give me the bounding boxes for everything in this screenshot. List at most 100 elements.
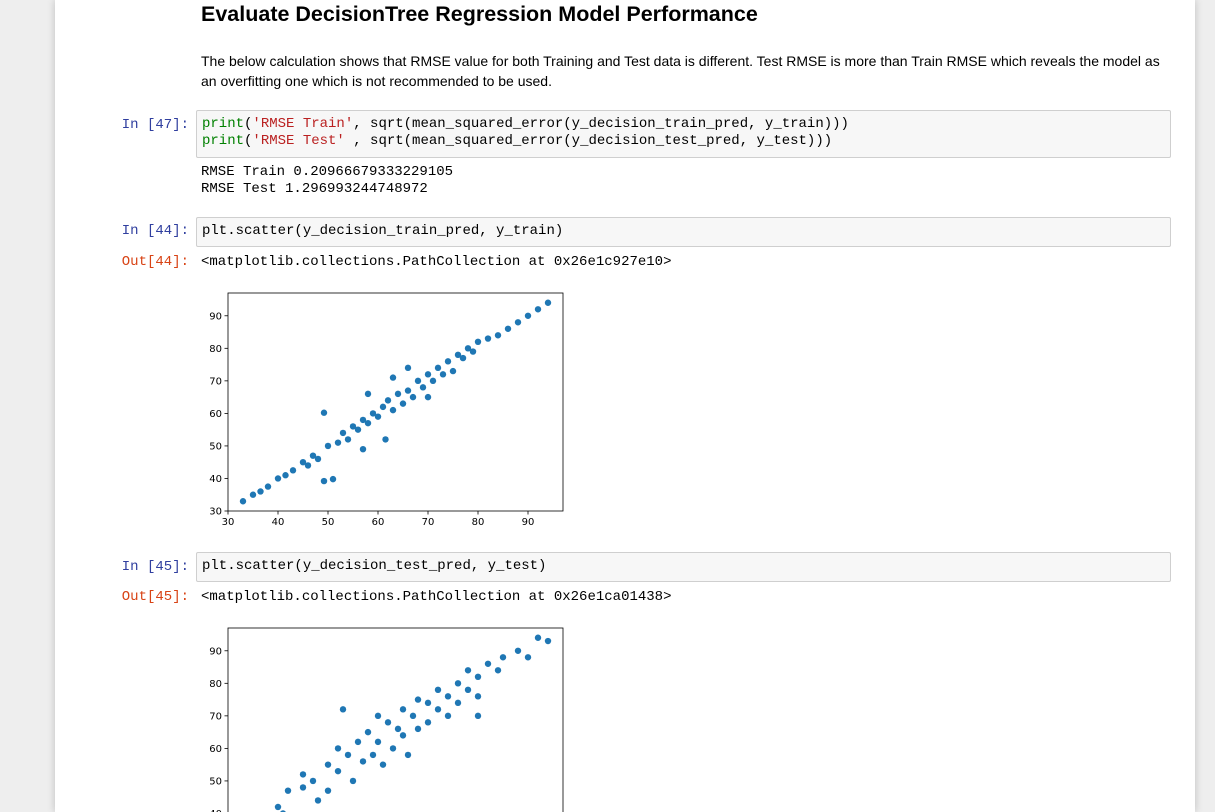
point (444, 712, 452, 720)
code: plt.scatter(y_decision_train_pred, y_tra… (202, 223, 564, 239)
point (414, 696, 422, 703)
point (534, 306, 542, 313)
point (474, 338, 482, 346)
point (394, 390, 402, 398)
point (404, 751, 412, 759)
heading: Evaluate DecisionTree Regression Model P… (201, 2, 758, 26)
y-tick-label: 40 (209, 809, 222, 812)
point (464, 345, 472, 352)
point (524, 312, 532, 319)
point (524, 654, 532, 661)
point (379, 761, 387, 768)
x-tick-label: 60 (372, 517, 385, 528)
point (359, 416, 367, 424)
point (339, 706, 347, 713)
point (514, 647, 522, 654)
point (544, 299, 552, 306)
code: ( (244, 116, 253, 132)
point (309, 777, 317, 785)
code-cell[interactable]: plt.scatter(y_decision_test_pred, y_test… (196, 552, 1171, 582)
string: 'RMSE Train' (252, 116, 354, 132)
point (429, 377, 437, 385)
point (414, 725, 422, 733)
point (444, 693, 452, 700)
point (314, 455, 322, 463)
in-prompt: In [44]: (121, 223, 189, 239)
y-tick-label: 30 (209, 507, 222, 518)
scatter-chart: 40 50 60 70 80 90 (209, 627, 564, 812)
scatter-chart: 30 40 50 60 70 80 90 30 40 50 60 70 80 90 (209, 292, 564, 528)
point (484, 335, 492, 342)
plot-frame (227, 627, 564, 812)
point (299, 784, 307, 791)
point (320, 477, 328, 485)
point (439, 371, 447, 378)
point (239, 498, 247, 505)
point (464, 667, 472, 674)
in-prompt: In [47]: (121, 117, 189, 133)
point (274, 803, 282, 811)
y-tick-label: 80 (209, 679, 222, 690)
point (474, 712, 482, 720)
point (449, 367, 457, 375)
point (364, 390, 372, 398)
point (404, 364, 412, 372)
code: , sqrt(mean_squared_error(y_decision_tra… (353, 116, 849, 132)
y-tick-label: 40 (209, 474, 222, 485)
out-prompt: Out[45]: (121, 589, 189, 605)
x-tick-label: 30 (222, 517, 235, 528)
paragraph: The below calculation shows that RMSE va… (201, 53, 1160, 89)
point (364, 728, 372, 736)
code-cell[interactable]: plt.scatter(y_decision_train_pred, y_tra… (196, 217, 1171, 247)
string: 'RMSE Test' (252, 133, 345, 149)
point (309, 452, 317, 459)
point (434, 706, 442, 713)
point (399, 706, 407, 713)
point (249, 491, 257, 498)
keyword: print (202, 133, 245, 149)
x-tick-label: 50 (322, 517, 335, 528)
point (344, 751, 352, 759)
y-tick-label: 70 (209, 711, 222, 722)
notebook: Evaluate DecisionTree Regression Model P… (55, 0, 1195, 812)
point (494, 332, 502, 339)
point (494, 667, 502, 674)
point (384, 397, 392, 404)
point (394, 725, 402, 733)
point (320, 409, 328, 416)
point (454, 351, 462, 359)
point (382, 436, 389, 443)
point (364, 419, 372, 427)
point (384, 719, 392, 726)
y-tick-label: 50 (209, 776, 222, 787)
point (454, 699, 462, 707)
point (299, 458, 307, 466)
point (369, 751, 377, 759)
point (359, 445, 367, 453)
output: RMSE Test 1.296993244748972 (201, 181, 428, 197)
point (324, 787, 332, 794)
point (424, 699, 432, 707)
point (374, 738, 382, 746)
point (484, 660, 492, 667)
x-tick-label: 70 (422, 517, 435, 528)
point (444, 358, 452, 365)
point (474, 673, 482, 681)
point (354, 738, 362, 746)
keyword: print (202, 116, 245, 132)
point (274, 475, 282, 482)
point (454, 680, 462, 687)
y-tick-label: 90 (209, 646, 222, 657)
point (349, 423, 357, 430)
code-cell[interactable]: print('RMSE Train', sqrt(mean_squared_er… (196, 110, 1171, 158)
point (344, 436, 352, 443)
point (389, 745, 397, 752)
point (409, 393, 417, 401)
point (334, 767, 342, 775)
point (424, 371, 432, 378)
point (304, 462, 312, 469)
point (424, 393, 432, 401)
point (434, 686, 442, 694)
point (399, 400, 407, 407)
